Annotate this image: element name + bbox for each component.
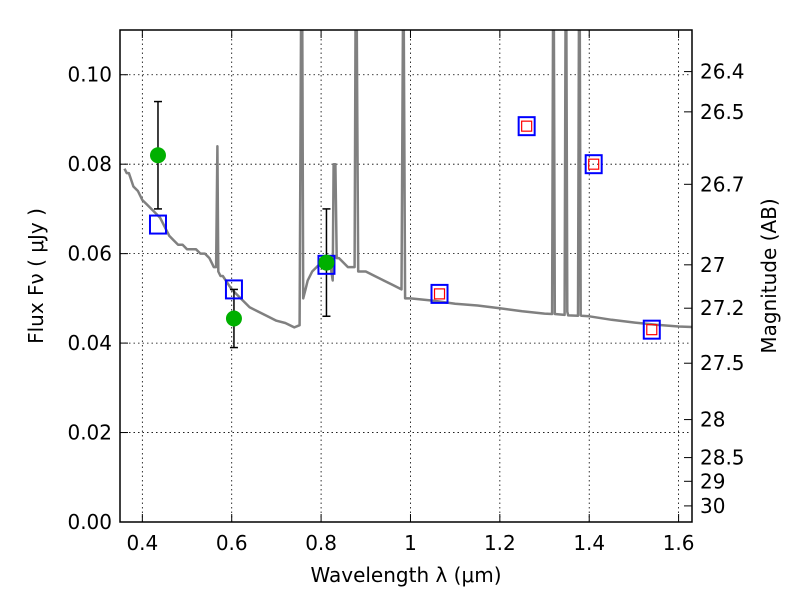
x-tick-label: 0.8 bbox=[305, 531, 337, 555]
model-square-marker bbox=[430, 283, 449, 304]
limit-square-marker bbox=[521, 120, 533, 132]
model-square-marker bbox=[584, 154, 603, 175]
right-tick-label: 28.5 bbox=[700, 446, 745, 470]
right-tick-label: 27 bbox=[700, 253, 725, 277]
limit-square-marker bbox=[588, 158, 600, 170]
right-tick-label: 26.7 bbox=[700, 172, 745, 196]
ticks: 0.4 0.6 0.8 1 1.2 1.4 1.6 0.00 0.02 0.04 0.06 0.08 0… bbox=[67, 30, 745, 555]
observed-point bbox=[225, 310, 242, 327]
x-axis-title: Wavelength λ (μm) bbox=[310, 563, 501, 587]
template-spectrum-line bbox=[123, 30, 692, 329]
y-tick-label: 0.06 bbox=[67, 242, 112, 266]
x-tick-label: 1.6 bbox=[663, 531, 695, 555]
markers bbox=[148, 116, 661, 340]
y-tick-label: 0.02 bbox=[67, 421, 112, 445]
model-square-marker bbox=[642, 319, 661, 340]
right-tick-label: 27.2 bbox=[700, 296, 745, 320]
observed-point bbox=[149, 147, 166, 164]
x-tick-label: 1 bbox=[404, 531, 417, 555]
spectrum-layer bbox=[123, 30, 692, 329]
limit-square-marker bbox=[433, 288, 446, 300]
model-square-marker bbox=[517, 116, 536, 137]
x-tick-label: 0.4 bbox=[126, 531, 158, 555]
model-square-marker bbox=[148, 214, 167, 235]
observed-point bbox=[318, 254, 335, 271]
right-tick-label: 27.5 bbox=[700, 351, 745, 375]
y-tick-label: 0.00 bbox=[67, 510, 112, 534]
right-tick-label: 28 bbox=[700, 408, 725, 432]
y-tick-label: 0.04 bbox=[67, 331, 112, 355]
x-tick-label: 0.6 bbox=[216, 531, 248, 555]
right-tick-label: 26.5 bbox=[700, 100, 745, 124]
y-axis-title: Flux Fν ( μJy ) bbox=[24, 208, 48, 344]
y-tick-label: 0.10 bbox=[67, 63, 112, 87]
right-tick-label: 30 bbox=[700, 494, 725, 518]
y-tick-label: 0.08 bbox=[67, 152, 112, 176]
right-tick-label: 29 bbox=[700, 469, 725, 493]
plot-frame bbox=[119, 29, 693, 523]
x-tick-label: 1.4 bbox=[573, 531, 605, 555]
x-tick-label: 1.2 bbox=[484, 531, 516, 555]
limit-square-marker bbox=[646, 324, 658, 336]
model-square-marker bbox=[224, 279, 243, 300]
right-tick-label: 26.4 bbox=[700, 60, 745, 84]
right-axis-title: Magnitude (AB) bbox=[757, 198, 781, 353]
